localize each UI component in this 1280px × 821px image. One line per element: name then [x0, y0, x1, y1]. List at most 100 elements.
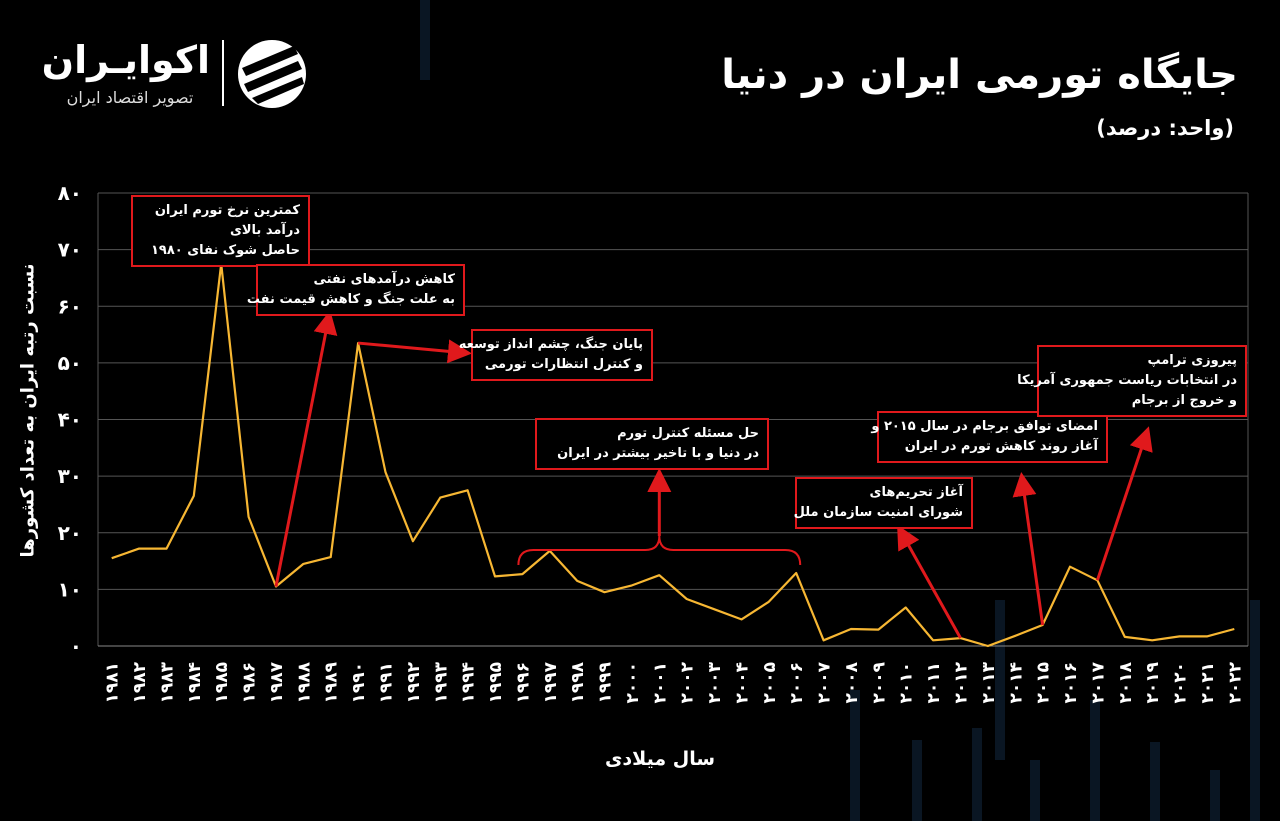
y-tick-label: ۲۰ [58, 521, 82, 545]
annotation-1985: کمترین نرخ تورم ایران درآمد بالای حاصل ش… [131, 195, 310, 267]
x-tick-label: ۱۹۸۸ [294, 661, 314, 703]
decor-bar [995, 600, 1005, 760]
x-tick-label: ۲۰۱۸ [1116, 661, 1136, 703]
logo-mark-icon [238, 40, 306, 108]
x-tick-label: ۲۰۱۴ [1006, 662, 1026, 704]
y-tick-label: ۸۰ [58, 181, 82, 205]
x-tick-label: ۲۰۰۵ [760, 662, 780, 704]
x-tick-label: ۱۹۸۷ [267, 661, 287, 703]
x-tick-label: ۱۹۹۵ [486, 662, 506, 704]
logo: اکوایـران تصویر اقتصاد ایران [41, 38, 320, 118]
decor-bar [850, 690, 860, 821]
annotation-line: کمترین نرخ تورم ایران [154, 203, 300, 218]
x-tick-label: ۱۹۸۲ [130, 661, 150, 703]
decor-bar [1090, 700, 1100, 821]
decor-bar [972, 728, 982, 821]
x-tick-label: ۲۰۱۲ [952, 661, 972, 703]
y-tick-label: ۶۰ [58, 294, 82, 318]
x-tick-label: ۲۰۰۸ [842, 661, 862, 703]
annotation-line: و کنترل انتظارات تورمی [484, 357, 643, 372]
annotation-line: شورای امنیت سازمان ملل [793, 505, 963, 520]
x-tick-label: ۱۹۸۳ [157, 661, 177, 703]
y-tick-label: ۷۰ [58, 238, 82, 262]
y-tick-label: ۴۰ [58, 408, 82, 432]
chart-title: جایگاه تورمی ایران در دنیا [721, 52, 1238, 98]
y-tick-label: ۳۰ [58, 464, 82, 488]
x-tick-label: ۲۰۱۳ [979, 661, 999, 703]
annotation-line: کاهش درآمدهای نفتی [313, 272, 455, 287]
x-tick-label: ۱۹۹۲ [404, 661, 424, 703]
x-tick-label: ۲۰۰۴ [732, 662, 752, 704]
annotation-1987: کاهش درآمدهای نفتی به علت جنگ و کاهش قیم… [246, 264, 465, 316]
x-tick-label: ۲۰۱۵ [1034, 662, 1054, 704]
annotation-1990: پایان جنگ، چشم انداز توسعه و کنترل انتظا… [458, 329, 653, 381]
annotation-line: در انتخابات ریاست جمهوری آمریکا [1017, 373, 1237, 388]
y-tick-label: ۵۰ [58, 351, 82, 375]
logo-name: اکوایـران [41, 38, 210, 82]
x-tick-label: ۲۰۰۷ [815, 661, 835, 703]
y-tick-label: ۱۰ [58, 577, 82, 601]
annotation-2015: امضای توافق برجام در سال ۲۰۱۵ و آغاز رون… [871, 411, 1108, 463]
chart-unit: (واحد: درصد) [1096, 116, 1234, 140]
x-tick-label: ۲۰۱۱ [924, 662, 944, 704]
x-tick-label: ۲۰۱۷ [1088, 661, 1108, 703]
brace-1996-2006 [517, 535, 802, 566]
annotation-2017: پیروزی ترامپ در انتخابات ریاست جمهوری آم… [1017, 345, 1247, 417]
x-tick-label: ۲۰۲۱ [1198, 662, 1218, 704]
arrow-1990 [357, 339, 472, 364]
x-tick-label: ۱۹۹۰ [349, 662, 369, 704]
logo-divider [222, 40, 224, 106]
x-axis-ticks: ۱۹۸۱ ۱۹۸۲ ۱۹۸۳ ۱۹۸۴ ۱۹۸۵ ۱۹۸۶ ۱۹۸۷ ۱۹۸۸ ۱۹۸۹ ۱۹۹۰… [103, 661, 1246, 703]
x-axis-label: سال میلادی [604, 748, 716, 770]
y-axis-label: نسبت رتبه ایران به تعداد کشورها [17, 263, 39, 558]
annotation-1996: حل مسئله کنترل تورم در دنیا و با تاخیر ب… [535, 418, 769, 470]
x-tick-label: ۱۹۹۷ [541, 661, 561, 703]
y-tick-label: ۰ [70, 634, 82, 658]
x-tick-label: ۲۰۰۱ [650, 662, 670, 704]
x-tick-label: ۲۰۱۹ [1143, 661, 1163, 703]
annotation-line: حل مسئله کنترل تورم [617, 426, 759, 441]
x-tick-label: ۱۹۸۱ [103, 662, 123, 704]
arrow-2015 [1012, 472, 1045, 626]
series-line-iran [111, 262, 1235, 648]
annotation-line: آغاز تحریم‌های [869, 485, 963, 500]
annotation-line: و خروج از برجام [1131, 393, 1237, 408]
arrow-2012 [897, 524, 962, 639]
x-tick-label: ۱۹۸۹ [322, 661, 342, 703]
x-tick-label: ۱۹۹۸ [568, 661, 588, 703]
annotation-2012: آغاز تحریم‌های شورای امنیت سازمان ملل [793, 477, 973, 529]
annotation-line: حاصل شوک نفای ۱۹۸۰ [150, 243, 300, 258]
annotation-line: به علت جنگ و کاهش قیمت نفت [246, 292, 455, 307]
x-tick-label: ۲۰۲۰ [1171, 662, 1191, 704]
background-candlestick-decoration [420, 0, 1260, 821]
x-tick-label: ۲۰۱۶ [1061, 662, 1081, 704]
x-tick-label: ۲۰۲۲ [1225, 661, 1245, 703]
logo-tagline: تصویر اقتصاد ایران [66, 88, 194, 107]
decor-bar [1150, 742, 1160, 821]
x-tick-label: ۲۰۱۰ [897, 662, 917, 704]
decor-bar [1030, 760, 1040, 821]
annotation-line: پایان جنگ، چشم انداز توسعه [458, 337, 643, 352]
x-tick-label: ۱۹۹۳ [431, 661, 451, 703]
arrow-2017 [1095, 426, 1153, 581]
annotation-arrows [274, 310, 1153, 639]
annotation-line: در دنیا و با تاخیر بیشتر در ایران [557, 446, 759, 461]
decor-bar [1210, 770, 1220, 821]
x-tick-label: ۲۰۰۳ [705, 661, 725, 703]
annotation-line: امضای توافق برجام در سال ۲۰۱۵ و [871, 419, 1098, 434]
x-tick-label: ۲۰۰۶ [787, 662, 807, 704]
annotation-line: درآمد بالای [229, 223, 300, 238]
annotation-line: پیروزی ترامپ [1147, 353, 1237, 368]
annotation-line: آغاز روند کاهش تورم در ایران [904, 439, 1098, 454]
arrow-1987 [274, 310, 338, 587]
x-tick-label: ۲۰۰۲ [678, 661, 698, 703]
x-tick-label: ۱۹۹۹ [596, 661, 616, 703]
x-tick-label: ۱۹۸۶ [240, 662, 260, 704]
x-tick-label: ۱۹۸۵ [212, 662, 232, 704]
decor-bar [1250, 600, 1260, 821]
x-tick-label: ۲۰۰۰ [623, 662, 643, 704]
decor-bar [420, 0, 430, 80]
gridlines [97, 192, 1249, 647]
x-tick-label: ۱۹۸۴ [185, 662, 205, 704]
